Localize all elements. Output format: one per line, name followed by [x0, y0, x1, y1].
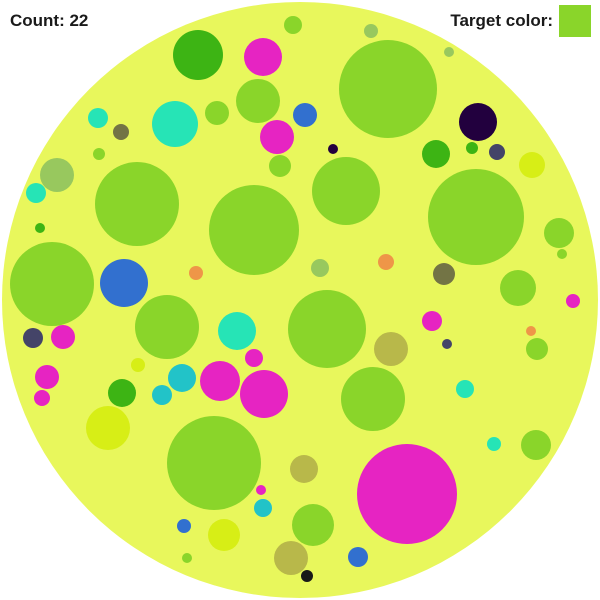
- lime-circle[interactable]: [521, 430, 551, 460]
- target-color-swatch: [559, 5, 591, 37]
- magenta-circle[interactable]: [245, 349, 263, 367]
- lime-circle[interactable]: [236, 79, 280, 123]
- green-circle[interactable]: [422, 140, 450, 168]
- orange-circle[interactable]: [378, 254, 394, 270]
- magenta-circle[interactable]: [51, 325, 75, 349]
- black-circle[interactable]: [301, 570, 313, 582]
- lime-circle[interactable]: [182, 553, 192, 563]
- lime-circle[interactable]: [135, 295, 199, 359]
- cyan-circle[interactable]: [456, 380, 474, 398]
- lime-circle[interactable]: [557, 249, 567, 259]
- magenta-circle[interactable]: [357, 444, 457, 544]
- sage-circle[interactable]: [311, 259, 329, 277]
- cyan-circle[interactable]: [26, 183, 46, 203]
- circles-layer: [10, 16, 580, 582]
- lime-circle[interactable]: [284, 16, 302, 34]
- blue-circle[interactable]: [100, 259, 148, 307]
- lime-circle[interactable]: [341, 367, 405, 431]
- teal-circle[interactable]: [254, 499, 272, 517]
- teal-circle[interactable]: [168, 364, 196, 392]
- blue-circle[interactable]: [348, 547, 368, 567]
- orange-circle[interactable]: [189, 266, 203, 280]
- lime-circle[interactable]: [10, 242, 94, 326]
- magenta-circle[interactable]: [566, 294, 580, 308]
- olive-circle[interactable]: [433, 263, 455, 285]
- lime-circle[interactable]: [428, 169, 524, 265]
- lime-circle[interactable]: [93, 148, 105, 160]
- magenta-circle[interactable]: [244, 38, 282, 76]
- green-circle[interactable]: [108, 379, 136, 407]
- green-circle[interactable]: [466, 142, 478, 154]
- lime-circle[interactable]: [95, 162, 179, 246]
- magenta-circle[interactable]: [256, 485, 266, 495]
- magenta-circle[interactable]: [200, 361, 240, 401]
- lime-circle[interactable]: [339, 40, 437, 138]
- lime-circle[interactable]: [312, 157, 380, 225]
- lime-circle[interactable]: [500, 270, 536, 306]
- blue-circle[interactable]: [177, 519, 191, 533]
- darkpurple-circle[interactable]: [459, 103, 497, 141]
- yellow-circle[interactable]: [86, 406, 130, 450]
- cyan-circle[interactable]: [218, 312, 256, 350]
- yellow-circle[interactable]: [131, 358, 145, 372]
- lime-circle[interactable]: [288, 290, 366, 368]
- navy-circle[interactable]: [23, 328, 43, 348]
- teal-circle[interactable]: [152, 385, 172, 405]
- lime-circle[interactable]: [209, 185, 299, 275]
- cyan-circle[interactable]: [487, 437, 501, 451]
- navy-circle[interactable]: [442, 339, 452, 349]
- target-color-label: Target color:: [450, 11, 553, 30]
- green-circle[interactable]: [173, 30, 223, 80]
- lime-circle[interactable]: [292, 504, 334, 546]
- khaki-circle[interactable]: [290, 455, 318, 483]
- khaki-circle[interactable]: [274, 541, 308, 575]
- lime-circle[interactable]: [167, 416, 261, 510]
- sage-circle[interactable]: [444, 47, 454, 57]
- count-label: Count: 22: [10, 11, 89, 30]
- navy-circle[interactable]: [489, 144, 505, 160]
- blue-circle[interactable]: [293, 103, 317, 127]
- lime-circle[interactable]: [544, 218, 574, 248]
- magenta-circle[interactable]: [260, 120, 294, 154]
- magenta-circle[interactable]: [35, 365, 59, 389]
- target-color-indicator: Target color:: [450, 5, 591, 37]
- yellow-circle[interactable]: [519, 152, 545, 178]
- cyan-circle[interactable]: [152, 101, 198, 147]
- lime-circle[interactable]: [269, 155, 291, 177]
- green-circle[interactable]: [35, 223, 45, 233]
- magenta-circle[interactable]: [34, 390, 50, 406]
- lime-circle[interactable]: [526, 338, 548, 360]
- sage-circle[interactable]: [40, 158, 74, 192]
- khaki-circle[interactable]: [374, 332, 408, 366]
- sage-circle[interactable]: [364, 24, 378, 38]
- cyan-circle[interactable]: [88, 108, 108, 128]
- magenta-circle[interactable]: [422, 311, 442, 331]
- yellow-circle[interactable]: [208, 519, 240, 551]
- orange-circle[interactable]: [526, 326, 536, 336]
- darkpurple-circle[interactable]: [328, 144, 338, 154]
- olive-circle[interactable]: [113, 124, 129, 140]
- magenta-circle[interactable]: [240, 370, 288, 418]
- lime-circle[interactable]: [205, 101, 229, 125]
